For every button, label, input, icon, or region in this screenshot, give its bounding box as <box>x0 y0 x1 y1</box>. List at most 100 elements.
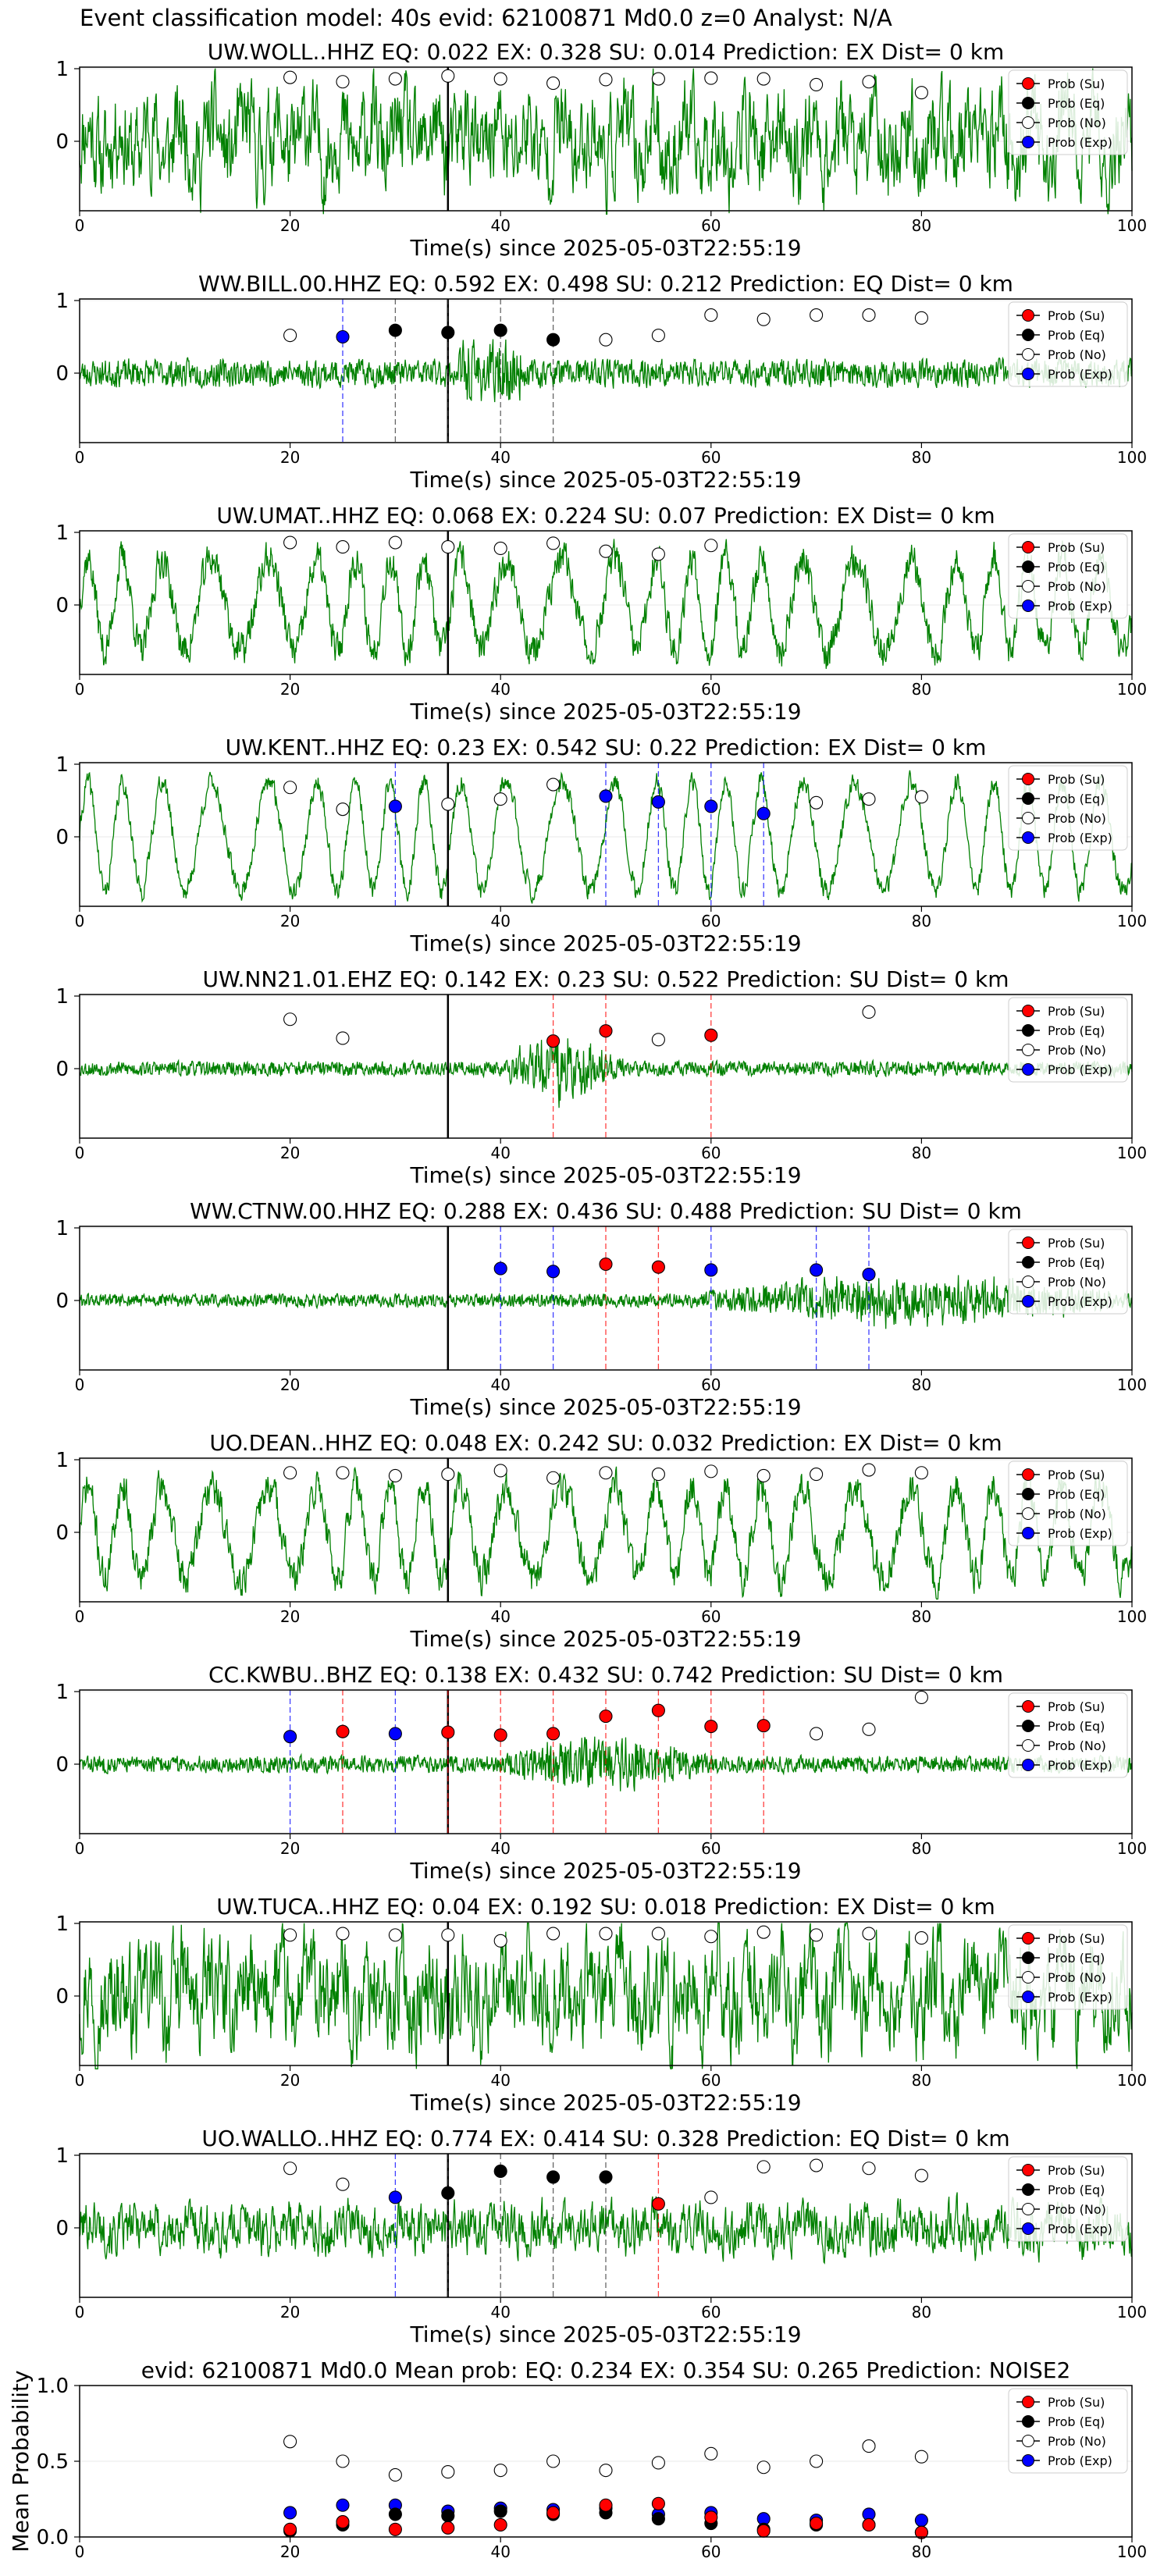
mean-point-no <box>336 2454 350 2468</box>
prob-point-no <box>336 540 350 554</box>
legend-marker-eq <box>1022 1256 1034 1268</box>
prob-point-no <box>336 75 350 89</box>
prob-point-no <box>283 329 297 343</box>
prob-point-no <box>862 792 876 806</box>
legend-marker-su <box>1022 2164 1034 2176</box>
legend-marker-no <box>1022 812 1034 824</box>
prob-point-exp <box>336 329 350 344</box>
legend-label-eq: Prob (Eq) <box>1048 560 1105 575</box>
prob-point-eq <box>388 323 402 337</box>
prob-point-no <box>441 540 455 554</box>
prob-point-no <box>336 1031 350 1045</box>
legend-marker-eq <box>1022 2415 1034 2428</box>
legend: Prob (Su) Prob (Eq) Prob (No) Prob (Exp) <box>1008 2156 1128 2242</box>
mean-point-no <box>862 2439 876 2453</box>
prob-point-no <box>914 1690 928 1704</box>
x-tick-label: 80 <box>912 2071 931 2090</box>
prob-point-su <box>651 1703 665 1717</box>
prob-point-no <box>704 71 718 85</box>
legend-label-su: Prob (Su) <box>1048 1236 1105 1251</box>
x-tick-label: 0 <box>75 912 85 930</box>
y-tick-label: 1 <box>55 1912 69 1936</box>
prob-point-no <box>704 539 718 553</box>
legend-label-su: Prob (Su) <box>1048 1699 1105 1714</box>
mean-legend: Prob (Su) Prob (Eq) Prob (No) Prob (Exp) <box>1008 2388 1128 2474</box>
prob-point-no <box>651 1033 665 1047</box>
prob-point-no <box>599 73 613 87</box>
prob-point-no <box>810 1928 824 1942</box>
prob-point-no <box>914 311 928 325</box>
legend-label-su: Prob (Su) <box>1048 2395 1105 2410</box>
panel-title: UW.KENT..HHZ EQ: 0.23 EX: 0.542 SU: 0.22… <box>226 735 987 760</box>
legend-label-su: Prob (Su) <box>1048 76 1105 91</box>
x-tick-label: 0 <box>75 2542 85 2561</box>
mean-point-su <box>756 2524 771 2538</box>
panel-title: WW.BILL.00.HHZ EQ: 0.592 EX: 0.498 SU: 0… <box>198 271 1013 297</box>
axes-frame <box>79 1921 1133 2066</box>
legend-frame <box>1008 69 1128 155</box>
legend-marker-no <box>1022 348 1034 361</box>
prob-point-exp <box>388 799 402 813</box>
mean-point-exp <box>914 2514 928 2528</box>
legend-label-exp: Prob (Exp) <box>1048 367 1112 382</box>
legend-label-exp: Prob (Exp) <box>1048 1990 1112 2005</box>
prob-point-su <box>704 1720 718 1734</box>
legend-label-su: Prob (Su) <box>1048 1931 1105 1946</box>
legend-frame <box>1008 2156 1128 2242</box>
legend-label-exp: Prob (Exp) <box>1048 2222 1112 2236</box>
x-tick-label: 80 <box>912 912 931 930</box>
legend-label-eq: Prob (Eq) <box>1048 2414 1105 2429</box>
mean-probability-panel: evid: 62100871 Md0.0 Mean prob: EQ: 0.23… <box>8 2357 1147 2561</box>
prob-point-no <box>704 1464 718 1478</box>
y-tick-label: 0 <box>55 594 69 617</box>
legend-label-no: Prob (No) <box>1048 811 1106 826</box>
legend-label-exp: Prob (Exp) <box>1048 1294 1112 1309</box>
legend-marker-su <box>1022 541 1034 553</box>
legend-marker-su <box>1022 1700 1034 1713</box>
x-tick-label: 40 <box>490 216 510 235</box>
x-tick-label: 20 <box>280 2303 300 2322</box>
prob-point-su <box>336 1724 350 1738</box>
prob-point-no <box>914 790 928 804</box>
mean-point-su <box>546 2506 561 2520</box>
legend-label-eq: Prob (Eq) <box>1048 792 1105 806</box>
prob-point-no <box>704 2190 718 2204</box>
y-tick-label: 0 <box>55 1753 69 1777</box>
prob-point-su <box>651 1260 665 1274</box>
legend: Prob (Su) Prob (Eq) Prob (No) Prob (Exp) <box>1008 533 1128 619</box>
station-panel-10: UO.WALLO..HHZ EQ: 0.774 EX: 0.414 SU: 0.… <box>55 2126 1147 2347</box>
x-tick-label: 0 <box>75 2303 85 2322</box>
prob-point-no <box>283 535 297 550</box>
x-tick-label: 60 <box>701 2542 721 2561</box>
y-tick-label: 1 <box>55 521 69 545</box>
prob-point-no <box>756 312 771 326</box>
x-tick-label: 40 <box>490 912 510 930</box>
x-axis-label: Time(s) since 2025-05-03T22:55:19 <box>409 235 801 261</box>
station-panel-6: WW.CTNW.00.HHZ EQ: 0.288 EX: 0.436 SU: 0… <box>55 1198 1147 1420</box>
prob-point-no <box>546 777 561 792</box>
prob-point-no <box>651 547 665 561</box>
legend-marker-eq <box>1022 329 1034 341</box>
x-tick-label: 60 <box>701 216 721 235</box>
prob-point-exp <box>283 1730 297 1744</box>
mean-point-no <box>388 2467 402 2482</box>
y-tick-label: 1.0 <box>37 2375 69 2398</box>
mean-point-su <box>388 2522 402 2536</box>
x-tick-label: 40 <box>490 1144 510 1162</box>
x-tick-label: 40 <box>490 1375 510 1394</box>
y-tick-label: 0 <box>55 362 69 386</box>
legend-marker-exp <box>1022 1759 1034 1771</box>
legend-label-exp: Prob (Exp) <box>1048 831 1112 845</box>
legend-label-no: Prob (No) <box>1048 1738 1106 1753</box>
x-tick-label: 0 <box>75 680 85 699</box>
mean-point-no <box>810 2454 824 2468</box>
axes-frame <box>79 762 1133 907</box>
station-panel-8: CC.KWBU..BHZ EQ: 0.138 EX: 0.432 SU: 0.7… <box>55 1662 1147 1884</box>
legend-marker-exp <box>1022 1991 1034 2003</box>
x-tick-label: 80 <box>912 680 931 699</box>
y-tick-label: 0 <box>55 1290 69 1313</box>
prob-point-no <box>914 1466 928 1480</box>
station-panel-9: UW.TUCA..HHZ EQ: 0.04 EX: 0.192 SU: 0.01… <box>55 1894 1147 2115</box>
legend-marker-su <box>1022 1005 1034 1017</box>
